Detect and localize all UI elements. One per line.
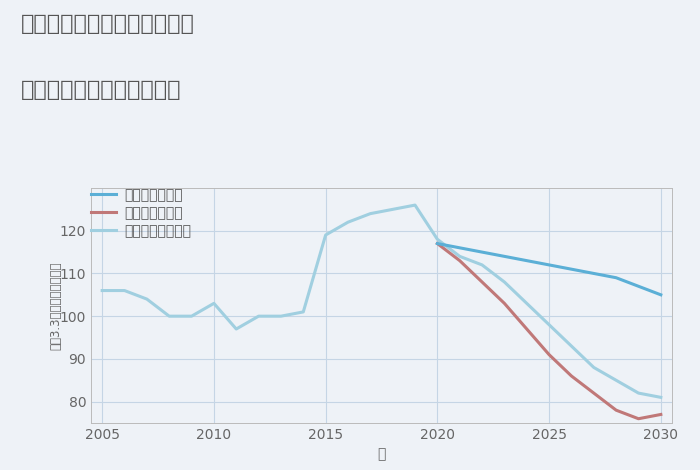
バッドシナリオ	[478, 279, 486, 285]
ノーマルシナリオ	[299, 309, 307, 315]
グッドシナリオ	[522, 258, 531, 264]
バッドシナリオ	[589, 390, 598, 396]
バッドシナリオ	[522, 326, 531, 332]
Line: ノーマルシナリオ: ノーマルシナリオ	[102, 205, 661, 397]
バッドシナリオ	[545, 352, 553, 358]
ノーマルシナリオ	[657, 394, 665, 400]
ノーマルシナリオ	[411, 202, 419, 208]
Y-axis label: 坪（3.3㎡）単価（万円）: 坪（3.3㎡）単価（万円）	[49, 261, 62, 350]
ノーマルシナリオ	[143, 296, 151, 302]
ノーマルシナリオ	[344, 219, 352, 225]
Line: グッドシナリオ: グッドシナリオ	[438, 243, 661, 295]
ノーマルシナリオ	[98, 288, 106, 293]
グッドシナリオ	[589, 271, 598, 276]
ノーマルシナリオ	[210, 300, 218, 306]
ノーマルシナリオ	[321, 232, 330, 238]
Line: バッドシナリオ: バッドシナリオ	[438, 243, 661, 419]
ノーマルシナリオ	[500, 279, 509, 285]
グッドシナリオ	[456, 245, 464, 251]
グッドシナリオ	[433, 241, 442, 246]
Text: 中古マンションの価格推移: 中古マンションの価格推移	[21, 80, 181, 100]
グッドシナリオ	[545, 262, 553, 268]
Text: 愛知県稲沢市祖父江町桜方の: 愛知県稲沢市祖父江町桜方の	[21, 14, 195, 34]
バッドシナリオ	[634, 416, 643, 422]
ノーマルシナリオ	[232, 326, 240, 332]
X-axis label: 年: 年	[377, 447, 386, 462]
ノーマルシナリオ	[276, 313, 285, 319]
バッドシナリオ	[500, 300, 509, 306]
ノーマルシナリオ	[254, 313, 262, 319]
ノーマルシナリオ	[433, 236, 442, 242]
ノーマルシナリオ	[366, 211, 375, 217]
グッドシナリオ	[567, 266, 575, 272]
グッドシナリオ	[634, 283, 643, 289]
ノーマルシナリオ	[188, 313, 196, 319]
ノーマルシナリオ	[612, 377, 620, 383]
グッドシナリオ	[500, 253, 509, 259]
ノーマルシナリオ	[589, 365, 598, 370]
グッドシナリオ	[657, 292, 665, 298]
ノーマルシナリオ	[522, 300, 531, 306]
ノーマルシナリオ	[389, 206, 397, 212]
ノーマルシナリオ	[634, 390, 643, 396]
バッドシナリオ	[612, 407, 620, 413]
バッドシナリオ	[433, 241, 442, 246]
Legend: グッドシナリオ, バッドシナリオ, ノーマルシナリオ: グッドシナリオ, バッドシナリオ, ノーマルシナリオ	[91, 188, 191, 238]
ノーマルシナリオ	[456, 253, 464, 259]
ノーマルシナリオ	[567, 343, 575, 349]
バッドシナリオ	[567, 373, 575, 379]
ノーマルシナリオ	[165, 313, 174, 319]
ノーマルシナリオ	[478, 262, 486, 268]
ノーマルシナリオ	[120, 288, 129, 293]
バッドシナリオ	[657, 412, 665, 417]
グッドシナリオ	[612, 275, 620, 281]
ノーマルシナリオ	[545, 322, 553, 328]
バッドシナリオ	[456, 258, 464, 264]
グッドシナリオ	[478, 249, 486, 255]
